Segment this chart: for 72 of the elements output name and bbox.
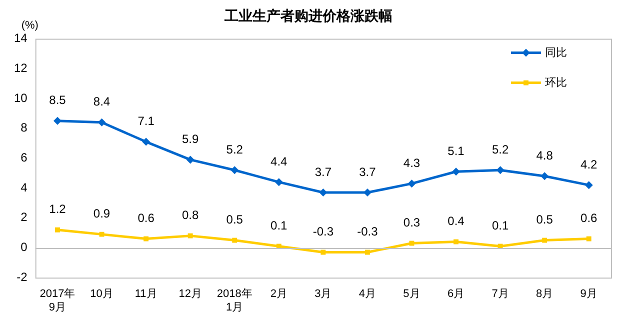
- data-label: 5.9: [182, 132, 199, 146]
- data-label: 0.4: [448, 214, 465, 228]
- point: [586, 236, 592, 242]
- data-label: 3.7: [359, 164, 376, 179]
- data-label: 0.6: [580, 211, 598, 226]
- x-tick-label: 10月: [90, 288, 114, 300]
- y-tick-label: 4: [20, 180, 28, 194]
- data-label: 0.8: [182, 208, 199, 222]
- legend-label: 同比: [545, 46, 567, 59]
- data-label: 0.3: [403, 216, 420, 230]
- y-tick-label: 12: [14, 60, 28, 75]
- y-tick-label: 10: [14, 90, 28, 105]
- y-tick-label: 0: [20, 240, 28, 254]
- data-label: -0.3: [357, 224, 378, 239]
- data-label: 0.9: [93, 206, 110, 221]
- point: [53, 116, 62, 125]
- point: [186, 156, 194, 164]
- y-axis-title: (%): [21, 19, 38, 32]
- x-tick-label: 12月: [178, 288, 202, 300]
- point: [584, 181, 593, 190]
- data-label: 8.5: [49, 93, 66, 108]
- point: [364, 250, 370, 255]
- point: [142, 138, 150, 146]
- point: [454, 239, 458, 244]
- point: [319, 188, 328, 197]
- point: [320, 250, 326, 255]
- data-label: 4.8: [536, 148, 554, 162]
- point: [232, 238, 238, 243]
- x-tick-label: 2月: [270, 288, 288, 300]
- data-label: -0.3: [312, 224, 334, 239]
- x-tick-label: 8月: [536, 288, 554, 300]
- point: [144, 236, 149, 242]
- y-tick-label: 8: [20, 120, 28, 135]
- point: [408, 180, 416, 188]
- data-label: 4.4: [270, 154, 288, 168]
- point: [188, 233, 193, 238]
- y-tick-label: 2: [20, 210, 28, 224]
- data-label: 8.4: [93, 94, 110, 109]
- data-label: 0.5: [226, 212, 244, 227]
- data-label: 0.6: [138, 211, 155, 226]
- point: [274, 178, 283, 186]
- data-label: 0.1: [492, 218, 509, 233]
- x-tick-label: 2017年 9月: [40, 288, 76, 314]
- data-label: 5.2: [492, 142, 509, 156]
- data-label: 5.1: [448, 144, 465, 158]
- x-tick-label: 4月: [358, 288, 376, 300]
- point: [99, 232, 104, 237]
- chart-title: 工业生产者购进价格涨跌幅: [224, 7, 392, 24]
- x-tick-label: 2018年 1月: [216, 288, 252, 314]
- x-tick-label: 11月: [134, 288, 158, 300]
- data-label: 1.2: [49, 202, 66, 216]
- point: [542, 238, 548, 243]
- data-label: 7.1: [138, 114, 155, 128]
- point: [55, 227, 60, 232]
- point: [540, 172, 549, 180]
- point: [452, 168, 460, 176]
- data-label: 4.3: [403, 156, 420, 170]
- x-tick-label: 9月: [580, 288, 598, 300]
- data-label: 0.1: [270, 218, 288, 233]
- y-tick-label: 6: [20, 150, 28, 165]
- data-label: 4.2: [580, 157, 598, 172]
- data-label: 0.5: [536, 212, 554, 227]
- y-tick-label: 14: [14, 31, 28, 46]
- data-label: 5.2: [226, 142, 244, 156]
- x-tick-label: 3月: [314, 288, 332, 300]
- x-tick-label: 5月: [403, 288, 420, 300]
- x-tick-label: 7月: [492, 288, 509, 300]
- data-label: 3.7: [314, 164, 332, 179]
- point: [230, 166, 239, 174]
- y-tick-label: -2: [16, 270, 28, 284]
- legend-label: 环比: [545, 76, 567, 89]
- x-tick-label: 6月: [447, 288, 465, 300]
